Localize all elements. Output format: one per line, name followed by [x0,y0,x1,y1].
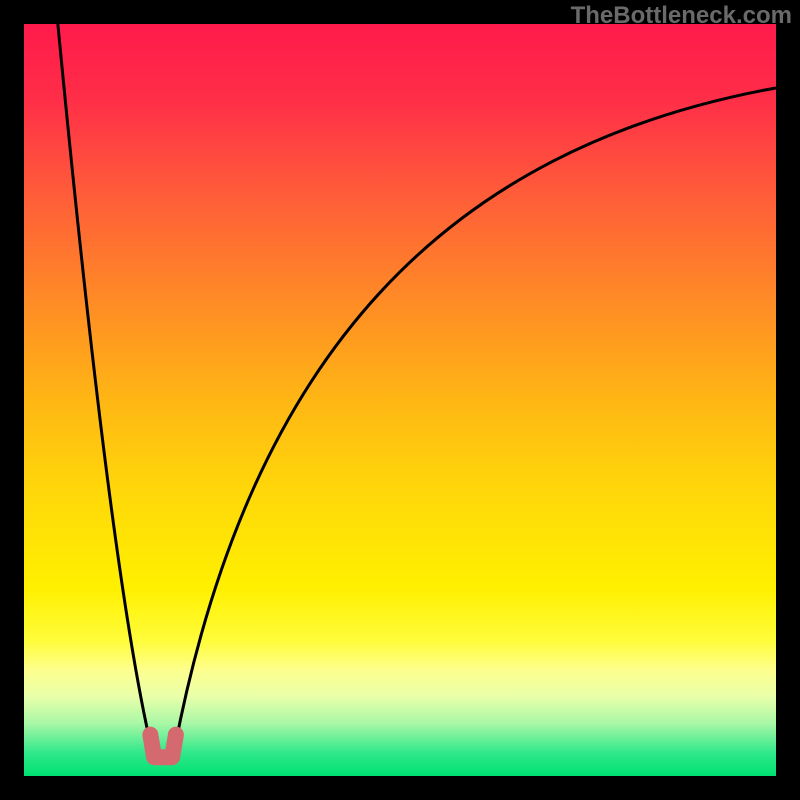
watermark-text: TheBottleneck.com [571,2,792,30]
chart-container: TheBottleneck.com [0,0,800,800]
chart-frame [0,0,800,800]
